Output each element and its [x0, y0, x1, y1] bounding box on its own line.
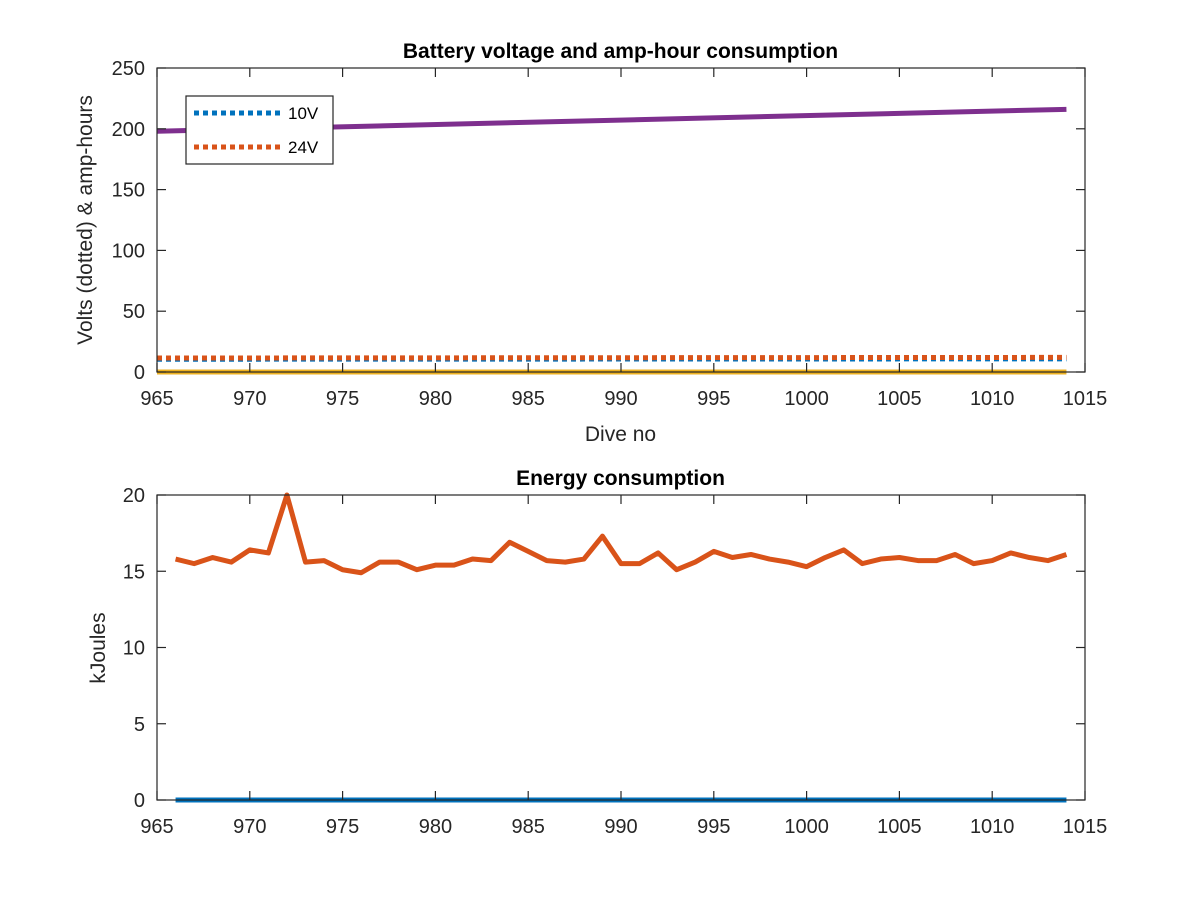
y-tick-label: 100 [112, 240, 145, 262]
y-tick-label: 200 [112, 119, 145, 141]
x-tick-label: 995 [697, 388, 730, 410]
y-tick-label: 0 [134, 790, 145, 812]
x-tick-label: 965 [140, 388, 173, 410]
axes-layer: 965 970 975 980 985 990 995 1000 1005 1010 1015 0 50… [112, 58, 1108, 410]
x-tick-label: 1000 [784, 816, 829, 838]
x-axis-label: Dive no [585, 423, 656, 446]
axes-layer: 965 970 975 980 985 990 995 1000 1005 1010 1015051… [123, 485, 1108, 838]
plot-title: Battery voltage and amp-hour consumption [403, 40, 838, 63]
x-tick-label: 980 [419, 816, 452, 838]
x-tick-label: 990 [604, 388, 637, 410]
y-tick-label: 10 [123, 638, 145, 660]
y-tick-label: 15 [123, 561, 145, 583]
x-tick-label: 990 [604, 816, 637, 838]
x-tick-label: 985 [512, 816, 545, 838]
y-tick-label: 0 [134, 362, 145, 384]
x-tick-label: 970 [233, 816, 266, 838]
x-tick-label: 975 [326, 816, 359, 838]
x-tick-label: 965 [140, 816, 173, 838]
x-tick-label: 1005 [877, 816, 922, 838]
legend-box [185, 95, 334, 165]
x-tick-label: 1015 [1063, 816, 1108, 838]
legend: 10V 24V [185, 95, 334, 165]
y-tick-label: 20 [123, 485, 145, 507]
battery-subplot: Battery voltage and amp-hour consumption… [74, 40, 1107, 446]
y-tick-label: 5 [134, 714, 145, 736]
plot-title: Energy consumption [516, 467, 725, 490]
x-tick-label: 1000 [784, 388, 829, 410]
x-tick-label: 985 [512, 388, 545, 410]
x-tick-label: 980 [419, 388, 452, 410]
x-tick-label: 1010 [970, 816, 1015, 838]
x-tick-label: 1005 [877, 388, 922, 410]
y-tick-label: 250 [112, 58, 145, 80]
y-tick-label: 150 [112, 180, 145, 202]
energy-subplot: Energy consumption kJoules 965 970 975 980 9… [87, 467, 1107, 838]
y-axis-label: kJoules [87, 612, 110, 683]
x-tick-label: 995 [697, 816, 730, 838]
legend-label-10v: 10V [288, 104, 319, 123]
y-tick-label: 50 [123, 301, 145, 323]
x-tick-label: 1015 [1063, 388, 1108, 410]
x-tick-label: 1010 [970, 388, 1015, 410]
x-tick-label: 975 [326, 388, 359, 410]
legend-label-24v: 24V [288, 138, 319, 157]
series-line-1 [174, 492, 1068, 576]
y-axis-label: Volts (dotted) & amp-hours [74, 95, 97, 345]
series-line-24v [156, 354, 1067, 361]
x-tick-label: 970 [233, 388, 266, 410]
